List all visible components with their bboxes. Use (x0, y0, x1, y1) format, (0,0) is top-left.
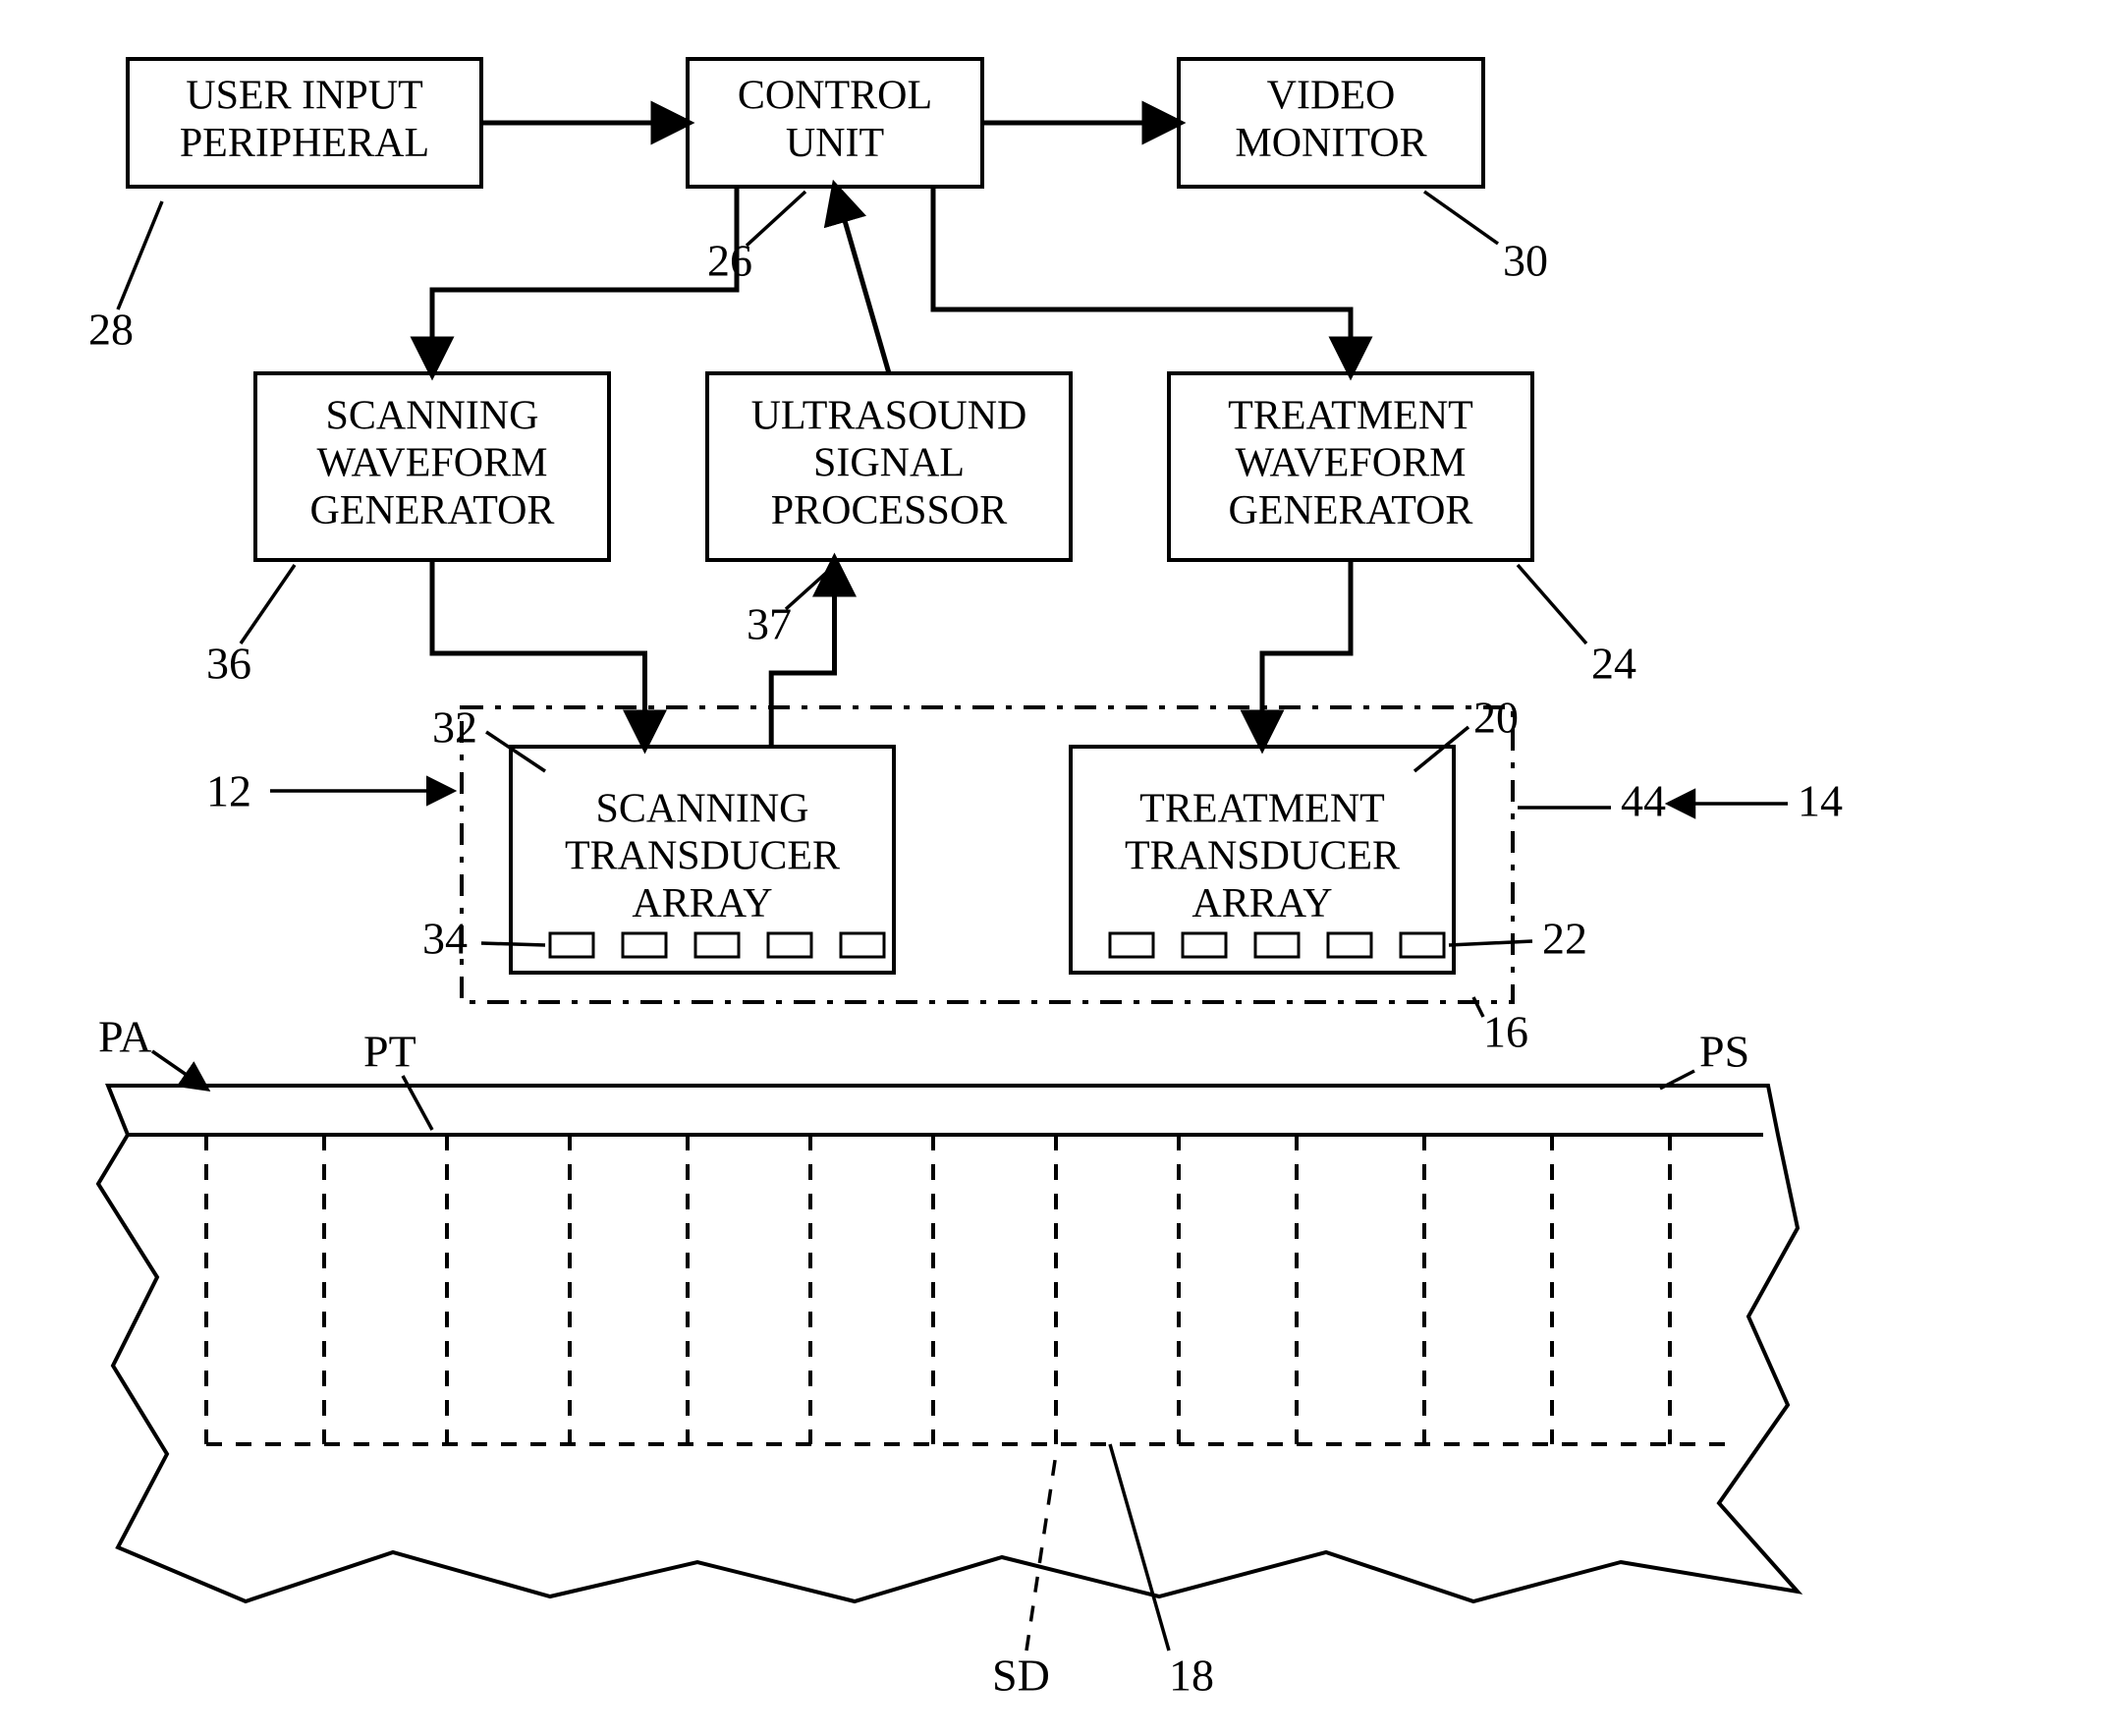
usp-line0: ULTRASOUND (751, 393, 1027, 438)
treat_wave-line2: GENERATOR (1229, 488, 1473, 533)
transducer-element (623, 933, 666, 957)
scan_wave-line0: SCANNING (325, 393, 538, 438)
scan_trans-line2: ARRAY (632, 881, 772, 926)
treat_wave-box: TREATMENTWAVEFORMGENERATOR (1169, 373, 1532, 560)
scan_trans-line0: SCANNING (595, 786, 808, 831)
label-n37: 37 (747, 599, 792, 649)
arrow-usp-to-cu (835, 187, 889, 373)
transducer-element (1183, 933, 1226, 957)
transducer-element (1401, 933, 1444, 957)
scan_wave-box: SCANNINGWAVEFORMGENERATOR (255, 373, 609, 560)
label-n24: 24 (1591, 639, 1636, 689)
transducer-element (695, 933, 739, 957)
arrow-sta-to-usp (771, 560, 834, 747)
transducer-element (841, 933, 884, 957)
video_monitor-line0: VIDEO (1267, 73, 1396, 118)
treat_wave-line1: WAVEFORM (1236, 441, 1467, 486)
transducer-element (1110, 933, 1153, 957)
usp-box: ULTRASOUNDSIGNALPROCESSOR (707, 373, 1071, 560)
usp-line1: SIGNAL (813, 441, 965, 486)
label-n18: 18 (1169, 1651, 1214, 1701)
user_input-box: USER INPUTPERIPHERAL (128, 59, 481, 187)
label-PS: PS (1699, 1027, 1749, 1077)
label-n44: 44 (1621, 776, 1666, 826)
transducer-element (1255, 933, 1299, 957)
label-PT: PT (363, 1027, 416, 1077)
scan_trans-line1: TRANSDUCER (565, 834, 840, 879)
transducer-element (1328, 933, 1371, 957)
treat_trans-line0: TREATMENT (1139, 786, 1385, 831)
label-n32: 32 (432, 702, 477, 753)
arrow-cu-to-twg (933, 187, 1351, 373)
video_monitor-box: VIDEOMONITOR (1179, 59, 1483, 187)
label-n28: 28 (88, 305, 134, 355)
usp-line2: PROCESSOR (771, 488, 1007, 533)
control_unit-box: CONTROLUNIT (688, 59, 982, 187)
video_monitor-line1: MONITOR (1235, 121, 1426, 166)
label-n14: 14 (1798, 776, 1843, 826)
user_input-line1: PERIPHERAL (180, 121, 429, 166)
arrow-twg-to-tta (1262, 560, 1351, 747)
arrow-cu-to-swg (432, 187, 737, 373)
transducer-element (550, 933, 593, 957)
treat_trans-line2: ARRAY (1192, 881, 1332, 926)
patient-outline (98, 1086, 1798, 1601)
label-n20: 20 (1473, 693, 1519, 743)
transducer-element (768, 933, 811, 957)
label-n34: 34 (422, 914, 468, 964)
label-PA: PA (98, 1012, 152, 1062)
user_input-line0: USER INPUT (186, 73, 423, 118)
control_unit-line1: UNIT (786, 121, 884, 166)
label-SD: SD (992, 1651, 1050, 1701)
control_unit-line0: CONTROL (738, 73, 932, 118)
scan_wave-line1: WAVEFORM (317, 441, 548, 486)
label-n16: 16 (1483, 1007, 1528, 1057)
treat_wave-line0: TREATMENT (1228, 393, 1473, 438)
label-n22: 22 (1542, 914, 1587, 964)
label-n12: 12 (206, 766, 251, 816)
label-n30: 30 (1503, 236, 1548, 286)
treat_trans-line1: TRANSDUCER (1125, 834, 1400, 879)
label-n36: 36 (206, 639, 251, 689)
label-n26: 26 (707, 236, 752, 286)
scan_wave-line2: GENERATOR (310, 488, 555, 533)
